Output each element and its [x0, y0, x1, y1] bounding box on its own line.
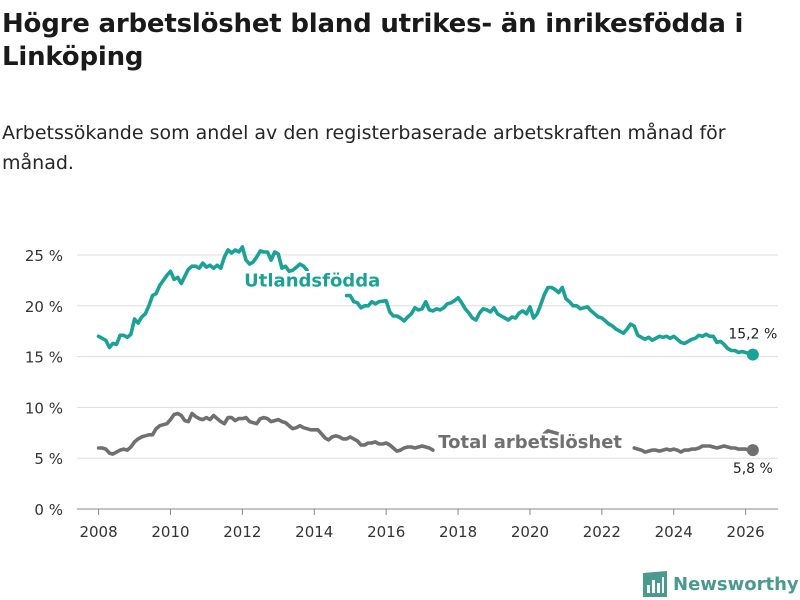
newsworthy-chart-icon — [643, 571, 667, 597]
series-label-utlandsfodda: Utlandsfödda — [244, 270, 380, 291]
gridlines — [77, 254, 778, 459]
y-tick-label: 20 % — [25, 298, 63, 316]
newsworthy-logo-text: Newsworthy — [673, 573, 799, 595]
series-line-total — [542, 429, 561, 436]
series-line-total — [632, 444, 755, 454]
x-tick-label: 2018 — [439, 523, 477, 541]
end-point-total — [746, 444, 759, 457]
y-tick-label: 0 % — [34, 501, 63, 519]
chart-title: Högre arbetslöshet bland utrikes- än inr… — [2, 9, 744, 72]
chart-subtitle: Arbetssökande som andel av den registerb… — [2, 122, 726, 174]
y-tick-label: 10 % — [25, 399, 63, 417]
y-tick-label: 25 % — [25, 247, 63, 265]
x-tick-label: 2026 — [727, 523, 765, 541]
series-line-utlandsfodda — [96, 245, 309, 350]
newsworthy-logo: Newsworthy — [643, 570, 799, 598]
end-value-label-utlandsfodda: 15,2 % — [728, 327, 777, 343]
x-tick-label: 2020 — [511, 523, 549, 541]
x-tick-label: 2014 — [295, 523, 333, 541]
series-line-total — [96, 411, 435, 456]
series-label-total: Total arbetslöshet — [438, 432, 622, 453]
x-tick-label: 2010 — [151, 523, 189, 541]
y-tick-label: 15 % — [25, 349, 63, 367]
end-value-label-total: 5,8 % — [733, 461, 773, 477]
x-tick-label: 2022 — [583, 523, 621, 541]
x-tick-label: 2024 — [655, 523, 693, 541]
x-tick-label: 2016 — [367, 523, 405, 541]
series-line-utlandsfodda — [344, 285, 755, 357]
x-tick-label: 2008 — [79, 523, 117, 541]
x-tick-label: 2012 — [223, 523, 261, 541]
series-layer — [96, 245, 759, 457]
axes: 0 % 5 % 10 % 15 % 20 % 25 % 2008 2010 2012 2014 20… — [25, 247, 778, 541]
series-labels: Utlandsfödda Total arbetslöshet 15,2 % 5,8 … — [242, 268, 777, 477]
end-point-utlandsfodda — [746, 348, 759, 361]
y-tick-label: 5 % — [34, 450, 63, 468]
